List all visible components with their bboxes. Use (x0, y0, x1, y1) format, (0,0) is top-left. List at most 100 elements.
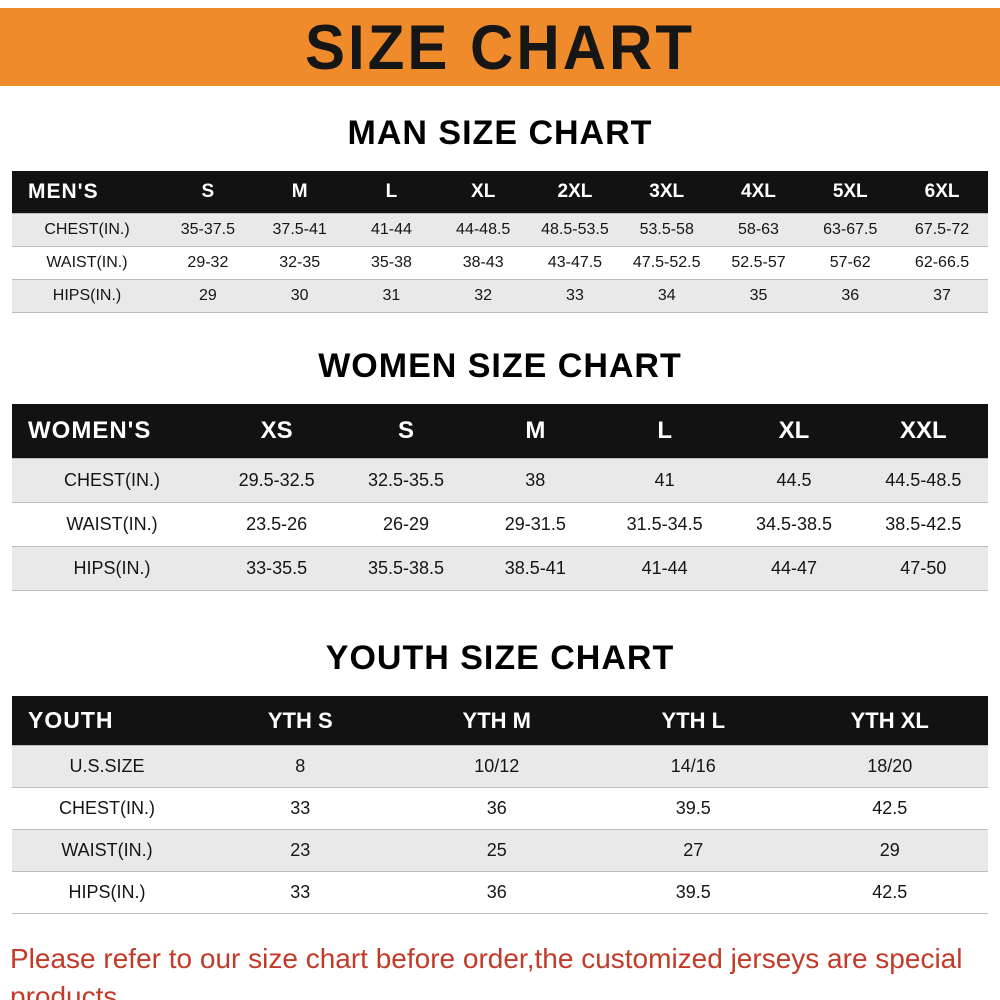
size-column-header: 6XL (924, 181, 960, 202)
size-cell: 38.5-41 (504, 558, 566, 578)
size-column-header: L (657, 417, 672, 444)
size-cell: 57-62 (829, 254, 871, 271)
size-cell: 39.5 (675, 882, 711, 902)
size-column-header: S (201, 181, 215, 202)
table-header-row: WOMEN'S XS S M L XL XXL (12, 404, 988, 459)
man-size-chart-heading: MAN SIZE CHART (347, 114, 653, 152)
size-cell: 35-38 (370, 254, 412, 271)
size-column-header: YTH L (661, 707, 726, 733)
size-cell: 30 (290, 287, 309, 304)
size-cell: 38.5-42.5 (885, 514, 962, 534)
size-cell: 29-32 (187, 254, 229, 271)
size-cell: 58-63 (738, 221, 779, 238)
size-column-header: S (397, 417, 414, 444)
size-cell: 35-37.5 (180, 221, 236, 238)
size-cell: 35 (749, 287, 768, 304)
size-cell: 26-29 (382, 514, 430, 534)
table-row: CHEST(IN.) 29.5-32.5 32.5-35.5 38 41 44.5 44.5… (12, 458, 988, 503)
size-cell: 29 (198, 287, 217, 304)
size-cell: 47.5-52.5 (632, 254, 701, 271)
size-cell: 38-43 (462, 254, 504, 271)
size-cell: 35.5-38.5 (367, 558, 445, 578)
table-row: CHEST(IN.) 35-37.5 37.5-41 41-44 44-48.5 48.5… (12, 213, 988, 247)
size-cell: 23 (290, 840, 311, 860)
size-column-header: M (525, 417, 546, 444)
size-cell: 47-50 (900, 558, 947, 578)
size-cell: 39.5 (675, 798, 711, 818)
size-cell: 34.5-38.5 (755, 514, 832, 534)
size-cell: 18/20 (867, 756, 913, 776)
size-cell: 10/12 (474, 756, 520, 776)
size-cell: 31 (382, 287, 401, 304)
size-cell: 43-47.5 (547, 254, 603, 271)
size-cell: 37 (933, 287, 951, 304)
size-column-header: 2XL (557, 181, 593, 202)
size-cell: 41 (654, 470, 675, 490)
size-cell: 53.5-58 (639, 221, 694, 238)
size-cell: 42.5 (872, 882, 908, 902)
size-column-header: XL (471, 181, 496, 202)
size-cell: 23.5-26 (246, 514, 308, 534)
table-title: WOMEN'S (28, 417, 152, 444)
size-cell: 29 (879, 840, 900, 860)
youth-size-table: YOUTH YTH S YTH M YTH L YTH XL U.S.SIZE 8 10/12… (12, 696, 988, 914)
row-label: WAIST(IN.) (46, 254, 128, 271)
size-cell: 41-44 (641, 558, 688, 578)
table-title: YOUTH (28, 707, 114, 733)
size-cell: 44-47 (770, 558, 817, 578)
row-label: HIPS(IN.) (52, 287, 122, 304)
row-label: CHEST(IN.) (64, 470, 160, 490)
size-cell: 33 (566, 287, 584, 304)
table-row: HIPS(IN.) 33-35.5 35.5-38.5 38.5-41 41-44 44-… (12, 546, 988, 591)
size-cell: 36 (841, 287, 860, 304)
size-cell: 52.5-57 (731, 254, 786, 271)
size-cell: 8 (295, 756, 306, 776)
table-header-row: YOUTH YTH S YTH M YTH L YTH XL (12, 696, 988, 746)
row-label: HIPS(IN.) (68, 882, 146, 902)
women-size-chart-heading: WOMEN SIZE CHART (318, 347, 682, 385)
table-row: U.S.SIZE 8 10/12 14/16 18/20 (12, 745, 988, 788)
banner: SIZE CHART (0, 8, 1000, 86)
youth-size-chart-heading: YOUTH SIZE CHART (325, 639, 675, 677)
size-cell: 33 (290, 798, 311, 818)
size-column-header: YTH XL (850, 707, 929, 733)
row-label: CHEST(IN.) (59, 798, 155, 818)
size-column-header: M (291, 181, 308, 202)
table-row: WAIST(IN.) 23.5-26 26-29 29-31.5 31.5-34.5 34… (12, 502, 988, 547)
size-column-header: YTH S (267, 707, 333, 733)
row-label: WAIST(IN.) (61, 840, 153, 860)
size-cell: 44-48.5 (456, 221, 511, 238)
size-cell: 29-31.5 (504, 514, 566, 534)
size-cell: 27 (683, 840, 704, 860)
size-cell: 48.5-53.5 (541, 221, 609, 238)
size-cell: 67.5-72 (914, 221, 970, 238)
row-label: HIPS(IN.) (73, 558, 151, 578)
size-cell: 32.5-35.5 (367, 470, 445, 490)
footer-line-1: Please refer to our size chart before or… (10, 943, 963, 1000)
table-row: CHEST(IN.) 33 36 39.5 42.5 (12, 787, 988, 830)
size-column-header: XS (260, 417, 293, 444)
table-row: HIPS(IN.) 33 36 39.5 42.5 (12, 871, 988, 914)
size-cell: 14/16 (670, 756, 716, 776)
size-cell: 31.5-34.5 (626, 514, 703, 534)
size-cell: 29.5-32.5 (238, 470, 315, 490)
size-column-header: 3XL (649, 181, 685, 202)
table-row: WAIST(IN.) 23 25 27 29 (12, 829, 988, 872)
size-cell: 44.5 (776, 470, 812, 490)
page-title: SIZE CHART (305, 11, 695, 83)
women-size-table: WOMEN'S XS S M L XL XXL CHEST(IN.) 29.5-32.5 32.5… (12, 404, 988, 591)
size-column-header: XL (778, 417, 810, 444)
footer-note: Please refer to our size chart before or… (10, 940, 990, 1000)
size-column-header: L (385, 181, 398, 202)
size-cell: 36 (486, 882, 507, 902)
size-cell: 32 (474, 287, 493, 304)
size-column-header: 5XL (832, 181, 868, 202)
size-cell: 42.5 (872, 798, 908, 818)
size-column-header: YTH M (462, 707, 531, 733)
size-column-header: XXL (899, 417, 947, 444)
table-title: MEN'S (28, 180, 99, 203)
man-size-table: MEN'S S M L XL 2XL 3XL 4XL 5XL 6XL CHEST(IN.) 35-37… (12, 171, 988, 313)
size-cell: 25 (486, 840, 507, 860)
table-row: WAIST(IN.) 29-32 32-35 35-38 38-43 43-47.5 47.… (12, 246, 988, 280)
